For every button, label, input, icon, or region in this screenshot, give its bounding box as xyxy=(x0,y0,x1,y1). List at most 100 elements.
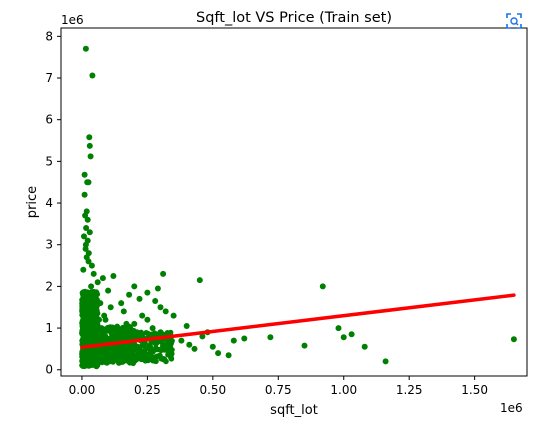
dense-point xyxy=(126,328,133,335)
scatter-point xyxy=(115,333,122,340)
y-tick-label: 3 xyxy=(45,238,53,252)
x-tick-label: 0.75 xyxy=(265,383,292,397)
scatter-point xyxy=(123,320,130,327)
scatter-point xyxy=(267,334,274,341)
scatter-point xyxy=(107,304,114,311)
scatter-point xyxy=(178,337,185,344)
scatter-point xyxy=(88,283,95,290)
scatter-point xyxy=(131,320,138,327)
scatter-point xyxy=(301,342,308,349)
dense-point xyxy=(88,302,95,308)
dense-point xyxy=(138,329,144,336)
scatter-point xyxy=(152,298,159,304)
dense-point xyxy=(79,299,86,305)
expand-icon xyxy=(506,13,522,29)
scatter-point xyxy=(111,327,118,334)
scatter-point xyxy=(126,291,133,298)
expand-button[interactable] xyxy=(503,10,525,32)
scatter-point xyxy=(136,295,143,302)
scatter-point xyxy=(86,229,93,236)
x-tick-label: 1.25 xyxy=(396,383,423,397)
scatter-point xyxy=(81,171,88,178)
dense-point xyxy=(168,351,175,357)
scatter-point xyxy=(162,308,169,315)
x-axis-ticks: 0.00 0.25 0.50 0.75 1.00 1.25 1.50 xyxy=(69,376,488,397)
scatter-point xyxy=(86,134,93,141)
y-axis-label: price xyxy=(25,186,40,218)
scatter-point xyxy=(144,316,151,323)
scatter-point xyxy=(361,343,368,350)
scatter-point xyxy=(133,329,140,336)
scatter-point xyxy=(209,343,216,350)
scatter-point xyxy=(157,304,164,311)
scatter-point xyxy=(85,258,92,265)
scatter-point xyxy=(86,316,93,323)
dense-point xyxy=(157,354,164,361)
scatter-point xyxy=(84,304,91,311)
scatter-point xyxy=(88,262,95,269)
scatter-point xyxy=(196,277,203,284)
scatter-point xyxy=(144,289,151,296)
regression-line-layer xyxy=(80,293,516,349)
scatter-point xyxy=(199,333,206,340)
scatter-point xyxy=(83,225,90,231)
scatter-point xyxy=(83,325,90,332)
scatter-point xyxy=(510,336,517,343)
scatter-point xyxy=(98,325,105,332)
scatter-point xyxy=(86,142,93,149)
y-tick-label: 0 xyxy=(45,363,53,377)
scatter-point xyxy=(319,283,326,290)
x-tick-label: 1.00 xyxy=(330,383,357,397)
y-tick-label: 1 xyxy=(45,321,53,335)
y-tick-label: 8 xyxy=(45,29,53,43)
scatter-point xyxy=(186,341,193,348)
scatter-point xyxy=(85,179,92,186)
scatter-point xyxy=(90,308,97,315)
scatter-point xyxy=(335,325,342,332)
dense-point xyxy=(126,351,133,357)
scatter-point xyxy=(157,329,164,336)
scatter-point xyxy=(81,233,87,240)
x-tick-label: 0.25 xyxy=(134,383,161,397)
scatter-point xyxy=(93,329,100,336)
dense-point xyxy=(94,348,100,355)
dense-point xyxy=(86,360,93,367)
scatter-point xyxy=(120,308,127,315)
scatter-point xyxy=(149,325,156,332)
dense-point xyxy=(138,348,144,354)
dense-point xyxy=(125,356,131,363)
scatter-point xyxy=(88,295,95,302)
dense-point xyxy=(133,345,140,351)
scatter-point xyxy=(90,270,97,277)
scatter-point xyxy=(80,266,87,273)
dense-point xyxy=(133,354,139,360)
dense-point xyxy=(161,347,168,353)
dense-point xyxy=(93,363,100,369)
dense-point xyxy=(119,324,126,331)
y-tick-label: 2 xyxy=(45,279,53,293)
y-tick-label: 7 xyxy=(45,71,53,85)
plot-frame xyxy=(60,27,528,377)
dense-point xyxy=(97,332,103,339)
scatter-point xyxy=(92,291,98,298)
scatter-point xyxy=(154,285,161,292)
scatter-point xyxy=(118,300,125,307)
scatter-point xyxy=(139,312,146,319)
scatter-point xyxy=(89,72,96,79)
y-tick-label: 5 xyxy=(45,154,53,168)
scatter-point xyxy=(160,270,167,277)
dense-point xyxy=(105,353,111,359)
dense-point xyxy=(99,359,105,366)
y-tick-label: 4 xyxy=(45,196,53,210)
dense-point xyxy=(79,308,86,315)
scatter-points xyxy=(80,45,517,365)
x-tick-label: 1.50 xyxy=(461,383,488,397)
dense-point xyxy=(84,299,91,306)
dense-point xyxy=(142,345,149,351)
scatter-point xyxy=(80,354,87,361)
dense-point xyxy=(121,356,127,363)
scatter-point xyxy=(99,275,106,282)
scatter-point xyxy=(82,291,89,298)
scatter-point xyxy=(382,358,389,365)
y-tick-label: 6 xyxy=(45,113,53,127)
